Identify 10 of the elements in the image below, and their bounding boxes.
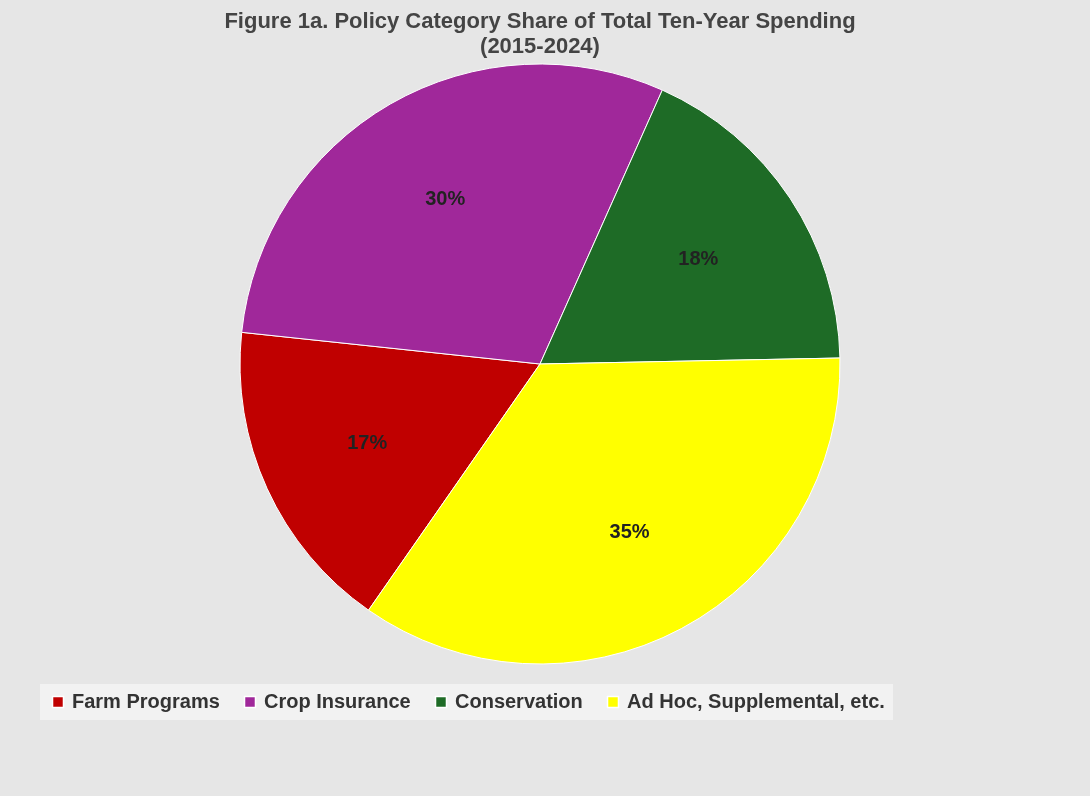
data-label: 35% [609, 519, 650, 542]
legend-label: Crop Insurance [264, 690, 411, 712]
legend-label: Farm Programs [72, 690, 220, 712]
chart-title: Figure 1a. Policy Category Share of Total Ten-Year Spending [224, 8, 856, 33]
data-label: 18% [678, 247, 719, 270]
legend-label: Conservation [455, 690, 583, 712]
data-label: 17% [347, 430, 388, 453]
chart-subtitle: (2015-2024) [480, 33, 600, 58]
data-label: 30% [425, 187, 466, 210]
legend-label: Ad Hoc, Supplemental, etc. [627, 690, 885, 712]
